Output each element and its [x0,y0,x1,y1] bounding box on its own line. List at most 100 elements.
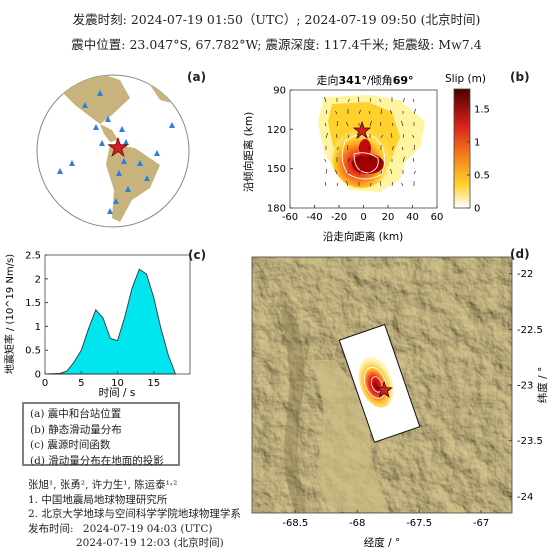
slip-vector [347,157,350,163]
panel-b-label: (b) [510,70,530,84]
affiliation-2: 2. 北京大学地球与空间科学学院地球物理学系 [28,508,241,520]
slip-vector [369,97,372,103]
legend-item-b: (b) 静态滑动量分布 [30,423,122,436]
stf-ytick-label: 1 [35,322,41,333]
slip-vector [324,181,327,187]
slip-ytick-label: 150 [267,164,286,175]
stf-ytick-label: 2.5 [25,251,41,262]
slip-xtick-label: -20 [331,212,347,223]
map-ytick-label: -23 [517,381,533,392]
slip-vector [325,168,328,175]
slip-vector [390,168,393,175]
slip-vector [391,122,394,127]
epicenter-star-icon [375,381,393,398]
slip-vector [401,120,404,127]
slip-vector [358,168,361,175]
credits: 张旭¹, 张勇², 许力生¹, 陈运泰¹˒² 1. 中国地震局地球物理研究所 2… [28,478,241,551]
slip-vector [335,110,338,115]
slip-vector [380,134,383,139]
stf-ylabel: 地震矩率 / (10^19 Nm/s) [3,254,16,374]
slip-vector [368,146,371,151]
panel-d-terrain-map: -68.5 -68 -67.5 -67 -22 -22.5 -23 -23.5 -24 经度 /… [251,256,549,549]
stf-xtick-label: 10 [111,378,124,389]
slip-colorbar [453,88,471,209]
slip-vector [358,145,361,151]
map-xlabel: 经度 / ° [364,536,400,549]
slip-vector [412,157,415,163]
slip-vector [369,120,372,127]
panel-d-label: (d) [510,247,530,261]
authors: 张旭¹, 张勇², 许力生¹, 陈运泰¹˒² [28,479,178,491]
slip-vector [357,158,360,163]
legend-item-a: (a) 震中和台站位置 [30,408,122,420]
slip-vector [390,109,393,115]
slip-vector [324,158,327,163]
slip-vector [347,98,350,103]
slip-vector [380,170,383,175]
slip-xtick-label: -40 [306,212,322,223]
slip-vector [402,97,405,103]
slip-vector [368,110,371,115]
panel-b-xlabel: 沿走向距离 (km) [323,230,403,243]
slip-projection [338,323,421,443]
slip-vector [358,109,361,115]
panel-c-label: (c) [188,248,207,262]
slip-vector [335,133,338,139]
colorbar-tick-label: 0.5 [474,170,490,181]
slip-vector [379,157,382,163]
panel-a-map [36,74,190,228]
slip-vector [412,134,415,139]
slip-vector [391,145,394,151]
slip-ytick-label: 120 [267,125,286,136]
legend-item-d: (d) 滑动量分布在地面的投影 [30,454,164,467]
map-xtick-label: -68 [349,518,365,529]
slip-vector [336,120,339,127]
slip-vector [369,156,372,163]
map-ytick-label: -24 [517,492,533,503]
slip-xtick-label: 60 [431,212,444,223]
slip-xtick-label: 20 [382,212,395,223]
colorbar-tick-label: 1 [474,137,480,148]
slip-xtick-label: -60 [282,212,298,223]
stf-ytick-label: 2 [35,274,41,285]
stf-ytick-label: 0 [35,370,41,381]
colorbar-tick-label: 1.5 [474,104,490,115]
stf-xtick-label: 15 [147,378,160,389]
release-utc: 2024-07-19 04:03 (UTC) [82,522,213,535]
slip-vector [346,144,349,151]
map-ytick-label: -22 [517,269,533,280]
stf-xtick-label: 0 [42,378,48,389]
slip-vector [413,144,416,151]
slip-vector [346,180,349,187]
slip-vectors [324,96,416,187]
slip-vector [379,98,382,103]
slip-vector [413,108,416,115]
slip-field [318,95,425,192]
affiliation-1: 1. 中国地震局地球物理研究所 [28,493,168,506]
slip-vector [380,108,383,115]
release-time-bj: 2024-07-19 12:03 (北京时间) [76,537,224,549]
slip-vector [325,132,328,139]
colorbar-tick-label: 0 [474,204,480,215]
slope-shadow [280,310,305,512]
legend-item-c: (c) 震源时间函数 [30,439,111,451]
slip-vector [402,156,405,163]
slip-vector [335,169,338,175]
map-xtick-label: -68.5 [282,518,308,529]
slip-vector [368,169,371,175]
map-ytick-label: -23.5 [517,436,543,447]
epicenter-info: 震中位置: 23.047°S, 67.782°W; 震源深度: 117.4千米;… [71,37,482,52]
basin-flat [310,360,390,512]
epicenter-star-icon [107,136,129,157]
hypocenter-star-icon [352,120,372,140]
release-time: 发布时间: 2024-07-19 04:03 (UTC) [28,522,241,537]
panel-legend: (a) 震中和台站位置 (b) 静态滑动量分布 (c) 震源时间函数 (d) 滑… [22,402,180,467]
slip-vector [346,121,349,127]
stf-xtick-label: 5 [78,378,84,389]
stf-ytick-label: 1.5 [25,298,41,309]
origin-time: 发震时刻: 2024-07-19 01:50（UTC）; 2024-07-19 … [72,12,481,27]
slip-vector [347,134,350,139]
slip-vector [336,182,339,187]
slip-vector [357,96,360,103]
slip-xtick-label: 40 [406,212,419,223]
